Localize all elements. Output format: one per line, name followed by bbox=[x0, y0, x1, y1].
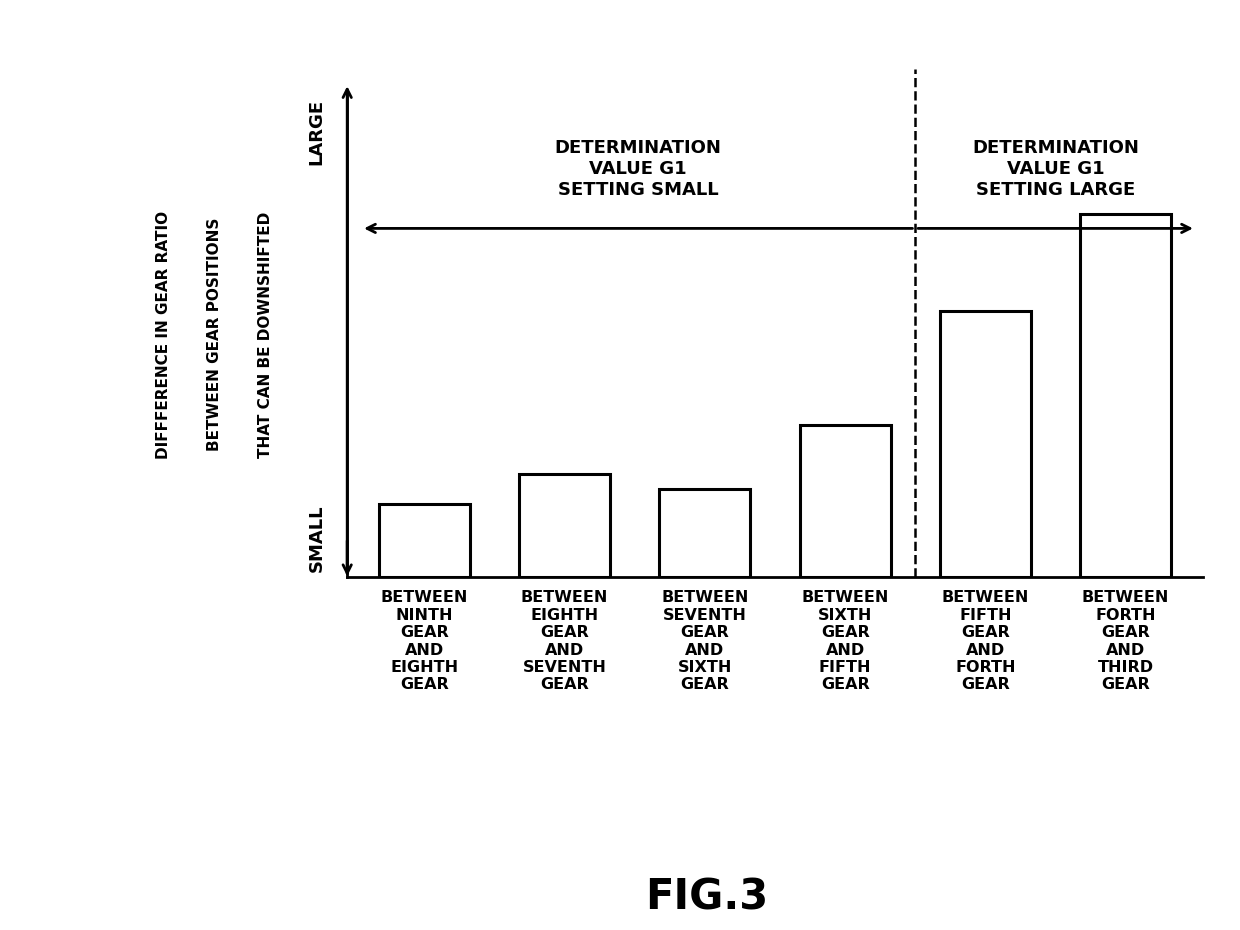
Bar bbox=[378, 504, 470, 577]
Bar bbox=[940, 311, 1030, 577]
Bar bbox=[660, 489, 750, 577]
Text: THAT CAN BE DOWNSHIFTED: THAT CAN BE DOWNSHIFTED bbox=[258, 212, 273, 458]
Bar bbox=[1080, 214, 1172, 577]
Text: DIFFFERENCE IN GEAR RATIO: DIFFFERENCE IN GEAR RATIO bbox=[156, 211, 171, 458]
Text: LARGE: LARGE bbox=[308, 99, 326, 165]
Bar bbox=[800, 426, 890, 577]
Text: DETERMINATION
VALUE G1
SETTING SMALL: DETERMINATION VALUE G1 SETTING SMALL bbox=[554, 140, 722, 199]
Text: BETWEEN GEAR POSITIONS: BETWEEN GEAR POSITIONS bbox=[207, 219, 222, 451]
Text: FIG.3: FIG.3 bbox=[645, 876, 769, 919]
Text: DETERMINATION
VALUE G1
SETTING LARGE: DETERMINATION VALUE G1 SETTING LARGE bbox=[972, 140, 1140, 199]
Text: SMALL: SMALL bbox=[308, 504, 326, 572]
Bar bbox=[520, 474, 610, 577]
